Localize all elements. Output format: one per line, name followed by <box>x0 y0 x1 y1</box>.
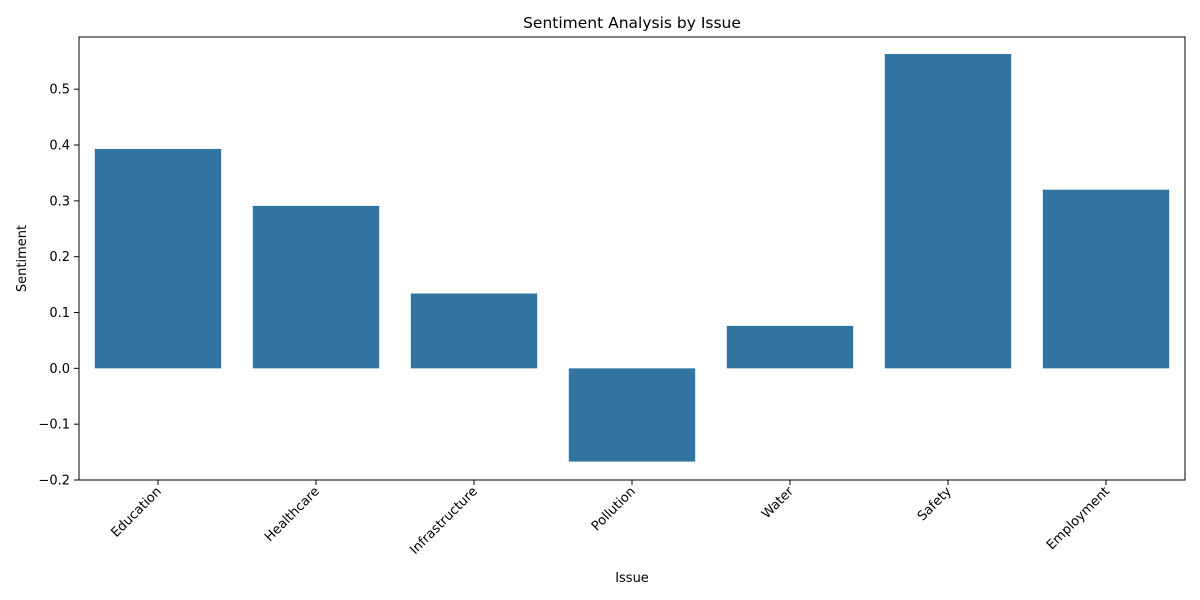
y-tick-label: 0.2 <box>49 250 70 265</box>
y-axis: −0.2 −0.1 0.0 0.1 0.2 0.3 0.4 0.5 <box>38 83 79 489</box>
bars-group <box>94 54 1170 462</box>
y-tick-label: 0.4 <box>49 139 70 154</box>
bar-education <box>94 148 222 369</box>
x-tick-label-employment: Employment <box>1044 484 1113 553</box>
bar-employment <box>1042 189 1170 369</box>
y-tick-label: −0.2 <box>38 474 70 489</box>
y-axis-label: Sentiment <box>15 225 30 292</box>
x-tick-label-pollution: Pollution <box>589 484 639 534</box>
plot-frame <box>78 36 1186 481</box>
bar-healthcare <box>252 205 380 369</box>
chart-title: Sentiment Analysis by Issue <box>523 14 741 32</box>
bar-safety <box>884 54 1012 369</box>
x-axis: Education Healthcare Infrastructure Polluti… <box>108 480 1113 558</box>
x-tick-label-water: Water <box>759 484 797 522</box>
x-tick-label-infrastructure: Infrastructure <box>407 484 481 558</box>
y-tick-label: 0.1 <box>49 306 70 321</box>
y-tick-label: 0.5 <box>49 83 70 98</box>
bar-pollution <box>568 368 696 462</box>
y-tick-label: 0.0 <box>49 362 70 377</box>
y-tick-label: −0.1 <box>38 418 70 433</box>
x-tick-label-healthcare: Healthcare <box>262 484 323 545</box>
y-tick-label: 0.3 <box>49 194 70 209</box>
bar-water <box>726 325 854 369</box>
x-axis-label: Issue <box>615 571 649 586</box>
x-tick-label-education: Education <box>108 484 164 540</box>
bar-infrastructure <box>410 293 538 369</box>
x-tick-label-safety: Safety <box>915 484 955 524</box>
